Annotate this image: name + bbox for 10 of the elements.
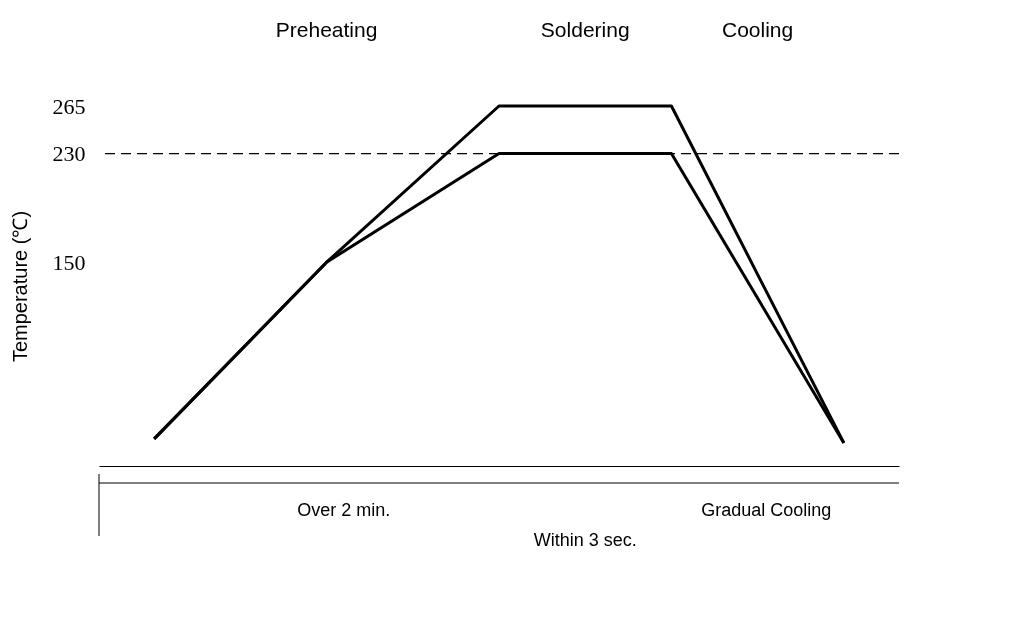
text: Cooling: [722, 18, 794, 41]
text: Over 2 min.: [297, 500, 391, 520]
y-tick-label: 265: [52, 93, 86, 119]
text: Within 3 sec.: [533, 530, 637, 550]
y-tick-label: 150: [52, 249, 86, 275]
text: Preheating: [275, 18, 378, 41]
y-tick-label: 230: [52, 141, 86, 167]
y-axis-title: Temperature (℃): [8, 210, 31, 363]
text: Soldering: [540, 18, 630, 41]
text: Gradual Cooling: [701, 500, 832, 520]
